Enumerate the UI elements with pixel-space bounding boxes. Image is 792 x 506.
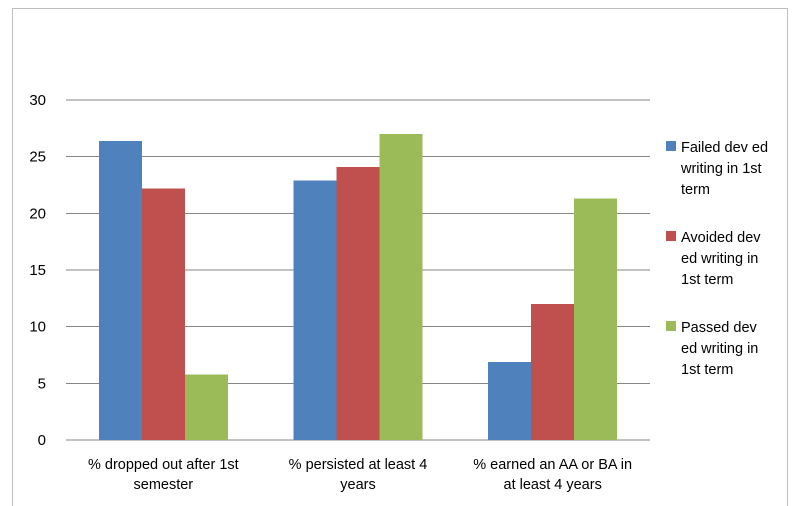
legend-label: ed writing in [681, 341, 758, 357]
legend-label: Failed dev ed [681, 140, 768, 156]
bar [488, 361, 532, 440]
y-axis-ticks: 0 5 10 15 20 25 30 [29, 92, 46, 449]
bar [293, 180, 337, 440]
x-category-label: % dropped out after 1st [88, 457, 239, 473]
y-tick-label: 25 [29, 149, 46, 166]
bar [98, 140, 142, 441]
x-category-label: % earned an AA or BA in [473, 457, 632, 473]
y-tick-label: 5 [38, 375, 46, 392]
bar [336, 166, 380, 440]
legend-label: term [681, 182, 710, 198]
legend-label: Avoided dev [681, 230, 761, 246]
x-category-label: semester [134, 477, 194, 493]
bar [184, 374, 228, 440]
legend-label: writing in 1st [680, 161, 762, 177]
legend-label: 1st term [681, 272, 733, 288]
bars [98, 134, 618, 441]
y-tick-label: 10 [29, 319, 46, 336]
legend-label: 1st term [681, 362, 733, 378]
bar [531, 304, 575, 440]
bar [141, 188, 185, 440]
legend-swatch [666, 321, 676, 331]
legend-swatch [666, 231, 676, 241]
x-category-label: at least 4 years [504, 477, 602, 493]
legend-label: ed writing in [681, 251, 758, 267]
bar [574, 198, 618, 440]
y-tick-label: 15 [29, 262, 46, 279]
bar [379, 134, 423, 440]
x-axis-category-labels: % dropped out after 1st semester % persist… [88, 457, 632, 493]
legend-label: Passed dev [681, 320, 758, 336]
legend: Failed dev ed writing in 1st term Avoided d… [666, 140, 768, 378]
y-tick-label: 30 [29, 92, 46, 109]
x-category-label: years [340, 477, 375, 493]
y-tick-label: 0 [38, 432, 46, 449]
legend-swatch [666, 141, 676, 151]
x-category-label: % persisted at least 4 [289, 457, 428, 473]
y-tick-label: 20 [29, 205, 46, 222]
